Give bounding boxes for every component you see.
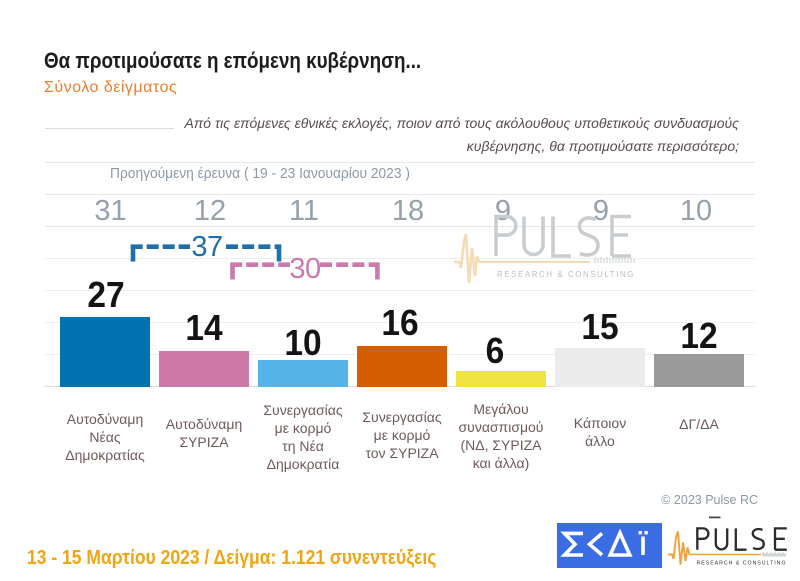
svg-text:RESEARCH & CONSULTING: RESEARCH & CONSULTING [497, 270, 635, 279]
svg-text:RESEARCH & CONSULTING: RESEARCH & CONSULTING [697, 561, 787, 567]
